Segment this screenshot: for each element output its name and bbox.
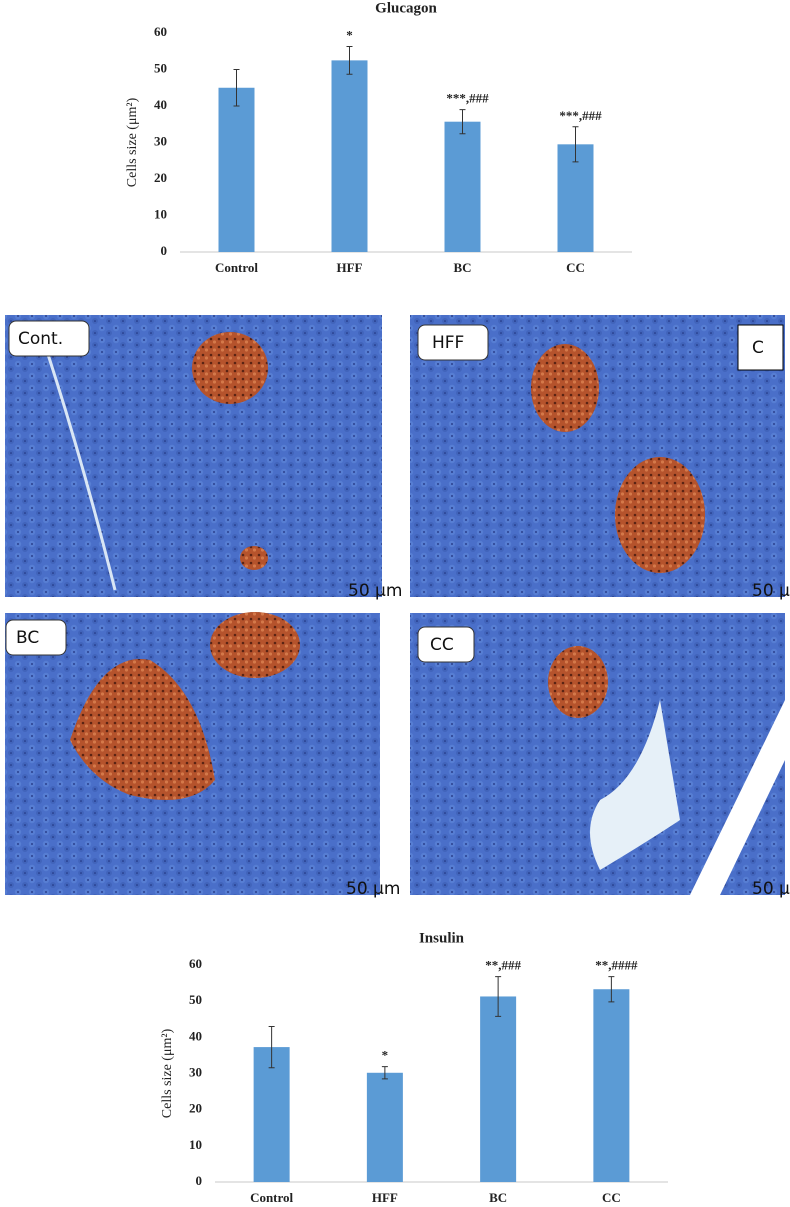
label-box [8, 320, 90, 357]
y-tick-label: 0 [196, 1173, 203, 1188]
y-tick-label: 60 [154, 24, 167, 39]
y-tick-label: 20 [189, 1101, 202, 1116]
islet [615, 457, 705, 573]
y-axis-label: Cells size (μm²) [160, 1028, 175, 1118]
y-tick-label: 30 [154, 133, 167, 148]
panel: HFF C 50 μm [410, 315, 790, 601]
bar [366, 1072, 403, 1182]
vessel [38, 329, 117, 591]
y-tick-label: 60 [189, 956, 202, 971]
bar [444, 121, 481, 252]
y-tick-label: 50 [189, 992, 202, 1007]
significance-label: ***,### [559, 108, 602, 123]
scale-bar-label: 50 μm [752, 879, 790, 899]
bar [253, 1047, 290, 1182]
panel-label: CC [430, 635, 454, 655]
micrograph-panels: Cont. 50 μm HFF C 50 μm BC 50 μm CC 50 μ… [5, 315, 790, 899]
x-tick-label: HFF [337, 260, 363, 275]
panel: CC 50 μm [410, 613, 790, 899]
y-tick-label: 30 [189, 1064, 202, 1079]
y-tick-label: 10 [189, 1137, 202, 1152]
panel: BC 50 μm [5, 612, 400, 899]
x-tick-label: BC [453, 260, 471, 275]
y-tick-label: 50 [154, 60, 167, 75]
islet [548, 646, 608, 718]
chart-title: Glucagon [375, 0, 437, 16]
islet [192, 332, 268, 404]
islet [240, 546, 268, 570]
error-bar [233, 69, 240, 107]
panel-label: BC [16, 628, 39, 648]
y-tick-label: 10 [154, 206, 167, 221]
error-bar [459, 109, 466, 135]
y-axis-label: Cells size (μm²) [125, 97, 140, 187]
significance-label: * [382, 1048, 389, 1063]
significance-label: **,### [485, 958, 521, 973]
y-tick-label: 0 [161, 243, 168, 258]
error-bar [608, 976, 615, 1003]
islet [531, 344, 599, 432]
x-tick-label: BC [489, 1190, 507, 1205]
scale-bar-label: 50 μm [348, 581, 402, 601]
islet [210, 612, 300, 678]
letter-box [737, 324, 784, 371]
panel: Cont. 50 μm [5, 315, 402, 601]
label-box [5, 619, 67, 656]
scale-bar-label: 50 μm [752, 581, 790, 601]
micrograph [410, 315, 785, 597]
y-tick-label: 40 [154, 97, 167, 112]
bar [593, 989, 630, 1182]
panel-letter: C [752, 338, 764, 358]
islet [70, 659, 215, 800]
error-bar [268, 1025, 275, 1069]
panel-label: HFF [432, 333, 464, 353]
bar [331, 60, 368, 252]
x-tick-label: CC [602, 1190, 621, 1205]
bar [218, 87, 255, 252]
error-bar [381, 1066, 388, 1080]
scale-bar-label: 50 μm [346, 879, 400, 899]
significance-label: * [346, 27, 353, 42]
chart-title: Insulin [419, 930, 465, 946]
significance-label: **,#### [595, 958, 638, 973]
x-tick-label: HFF [372, 1190, 398, 1205]
x-tick-label: Control [250, 1190, 293, 1205]
panel-label: Cont. [18, 329, 63, 349]
vessel [590, 700, 680, 870]
error-bar [346, 46, 353, 75]
significance-label: ***,### [446, 91, 489, 106]
x-tick-label: Control [215, 260, 258, 275]
label-box [417, 626, 475, 663]
y-tick-label: 20 [154, 170, 167, 185]
error-bar [495, 976, 502, 1017]
bar [480, 996, 517, 1182]
tear [690, 700, 785, 895]
micrograph [5, 315, 382, 597]
error-bar [572, 126, 579, 163]
charts: Glucagon Cells size (μm²) 0 10 20 30 40 50 60 Con… [125, 0, 668, 1205]
y-tick-label: 40 [189, 1028, 202, 1043]
label-box [417, 324, 489, 361]
x-tick-label: CC [566, 260, 585, 275]
